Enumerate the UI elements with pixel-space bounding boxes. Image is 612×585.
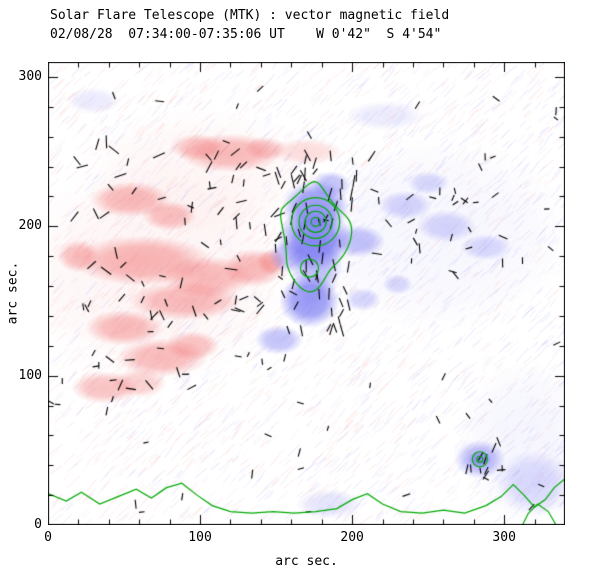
x-tick-label: 0 [44,530,52,545]
x-axis-label: arc sec. [275,554,338,569]
y-tick-label: 300 [18,68,42,84]
x-tick-label: 100 [188,530,212,545]
x-tick-label: 300 [492,530,516,545]
x-tick-label: 200 [340,530,364,545]
y-tick-label: 200 [18,218,42,234]
chart-title: Solar Flare Telescope (MTK) : vector mag… [50,8,450,23]
chart-subtitle: 02/08/28 07:34:00-07:35:06 UT W 0'42" S … [50,27,442,42]
y-tick-label: 0 [34,517,42,532]
y-axis-label: arc sec. [5,261,21,325]
y-tick-label: 100 [18,367,42,383]
plot-canvas [48,62,565,525]
